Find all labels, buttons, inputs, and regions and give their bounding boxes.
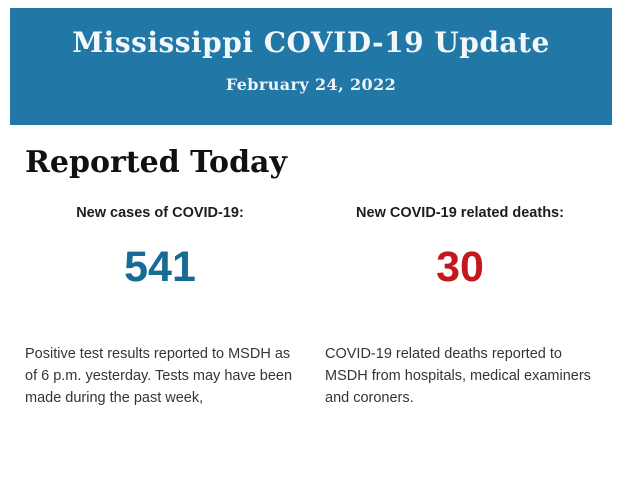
header-banner: Mississippi COVID-19 Update February 24,… — [10, 8, 612, 125]
new-deaths-value: 30 — [436, 243, 484, 292]
new-cases-description: Positive test results reported to MSDH a… — [25, 346, 293, 407]
new-deaths-label: New COVID-19 related deaths: — [356, 205, 564, 221]
stat-new-deaths: New COVID-19 related deaths: 30 COVID-19… — [325, 205, 595, 409]
stat-new-cases: New cases of COVID-19: 541 Positive test… — [25, 205, 295, 409]
new-deaths-description: COVID-19 related deaths reported to MSDH… — [325, 346, 591, 407]
stats-row: New cases of COVID-19: 541 Positive test… — [25, 205, 595, 409]
new-cases-label: New cases of COVID-19: — [76, 205, 244, 221]
page-title: Mississippi COVID-19 Update — [72, 26, 550, 59]
section-heading: Reported Today — [25, 145, 287, 180]
new-cases-value: 541 — [124, 243, 196, 292]
report-date: February 24, 2022 — [225, 75, 397, 94]
